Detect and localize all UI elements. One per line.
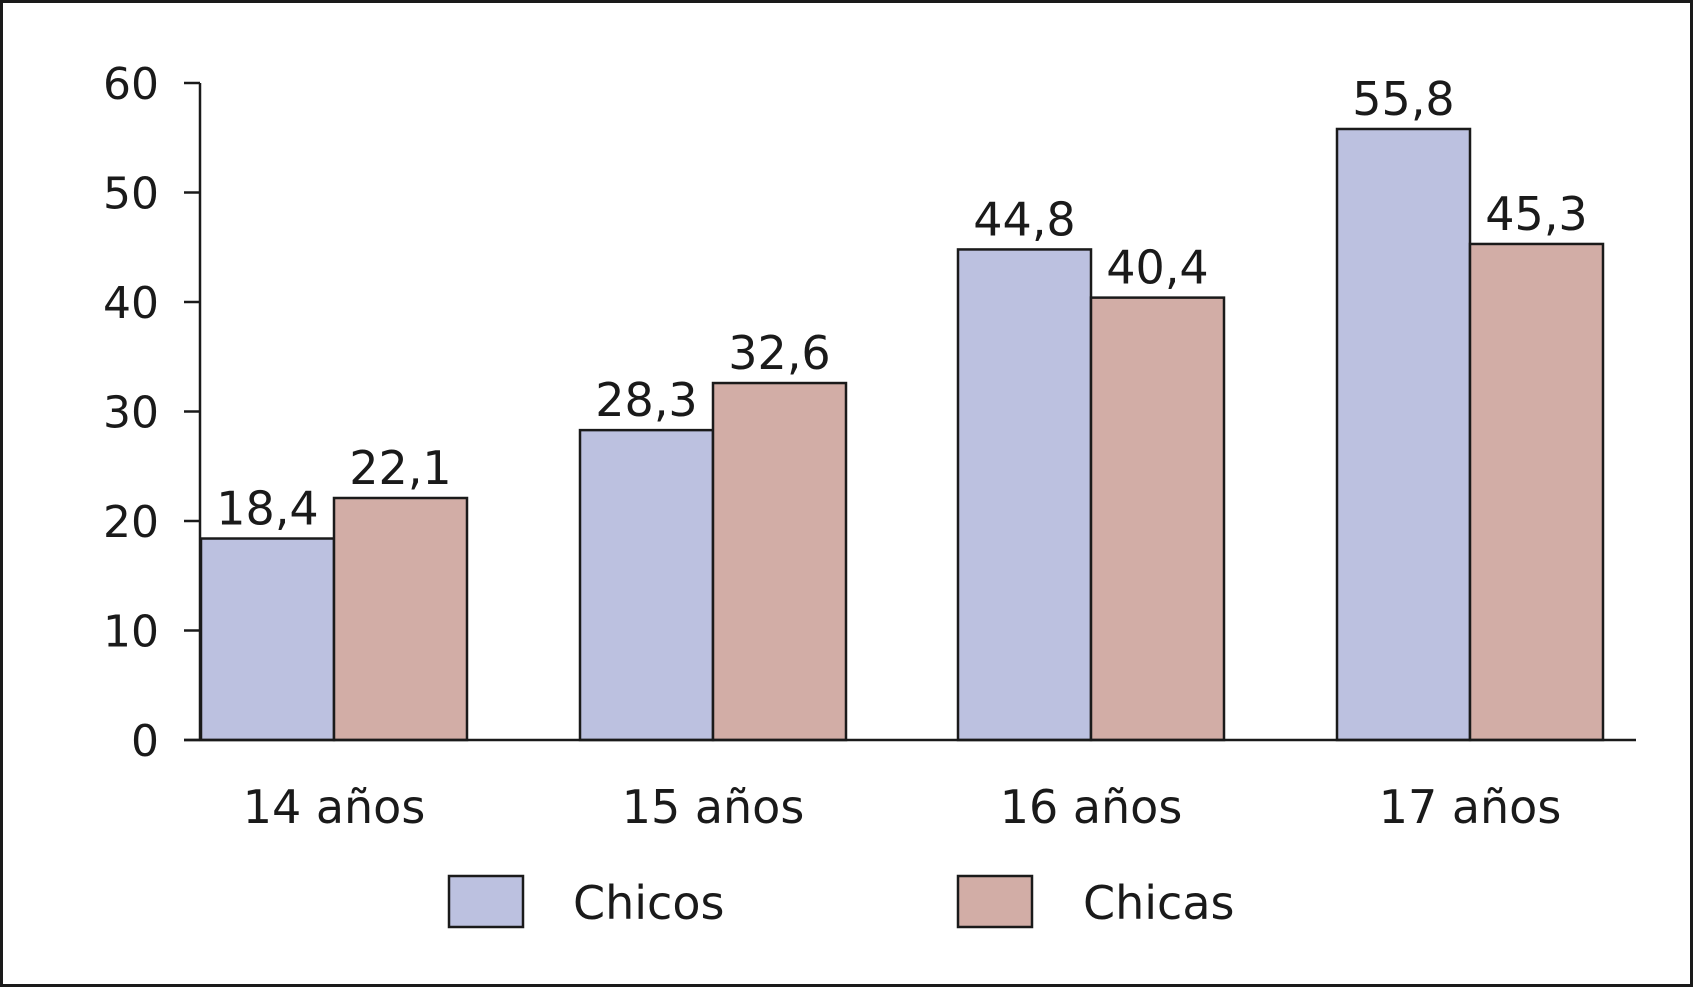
bar-chicas-2 <box>711 381 848 742</box>
legend-label-chicos: Chicos <box>573 876 724 930</box>
data-label-chicos-3: 44,8 <box>973 192 1075 246</box>
data-label-chicas-4: 45,3 <box>1485 187 1587 241</box>
y-tick-label-0: 0 <box>131 716 159 767</box>
y-tick-label-60: 60 <box>103 59 159 110</box>
data-label-chicas-2: 32,6 <box>728 326 830 380</box>
legend-label-chicas: Chicas <box>1083 876 1235 930</box>
data-label-chicos-1: 18,4 <box>216 482 318 536</box>
bar-chicas-4 <box>1468 242 1605 742</box>
x-category-label-1: 14 años <box>243 780 426 834</box>
bar-chicos-4 <box>1335 127 1472 742</box>
bar-chicos-3 <box>956 248 1093 742</box>
data-label-chicos-2: 28,3 <box>595 373 697 427</box>
legend-swatch-chicas <box>956 874 1034 929</box>
y-tick-label-40: 40 <box>103 278 159 329</box>
data-label-chicas-1: 22,1 <box>349 441 451 495</box>
bar-chicas-1 <box>332 496 469 742</box>
bar-chart: 0 10 20 30 40 50 60 14 años 15 años 16 años 17 año… <box>103 59 1636 930</box>
x-category-label-2: 15 años <box>622 780 805 834</box>
bar-chicas-3 <box>1089 296 1226 742</box>
data-label-chicas-3: 40,4 <box>1106 241 1208 295</box>
y-tick-label-50: 50 <box>103 169 159 220</box>
bar-chicos-2 <box>578 428 715 742</box>
y-tick-label-20: 20 <box>103 497 159 548</box>
x-category-label-4: 17 años <box>1379 780 1562 834</box>
bar-chicos-1 <box>199 537 336 742</box>
x-category-label-3: 16 años <box>1000 780 1183 834</box>
data-label-chicos-4: 55,8 <box>1352 72 1454 126</box>
y-tick-label-30: 30 <box>103 388 159 439</box>
legend-swatch-chicos <box>447 874 525 929</box>
y-tick-label-10: 10 <box>103 607 159 658</box>
